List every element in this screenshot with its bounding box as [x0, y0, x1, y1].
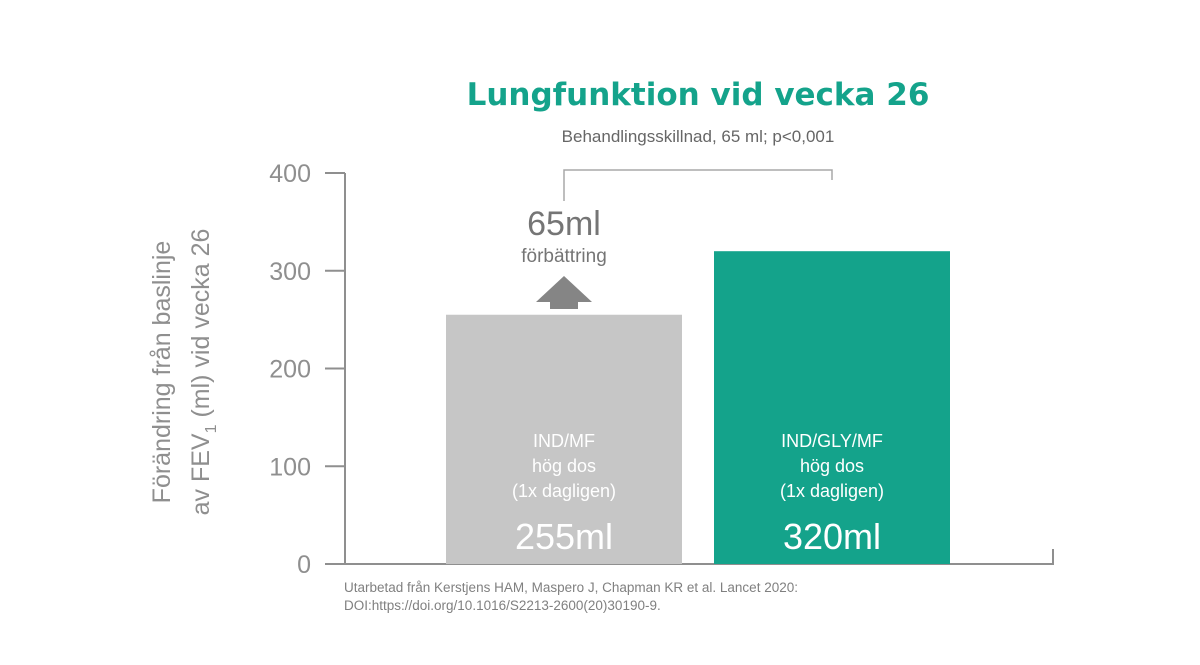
bars: IND/MF hög dos (1x dagligen) 255ml IND/GLY/M… [446, 251, 950, 564]
chart-title: Lungfunktion vid vecka 26 [467, 77, 930, 113]
y-axis-label-line1: Förändring från baslinje [148, 241, 176, 504]
improvement-text: förbättring [521, 246, 607, 267]
bar-value-label: 255ml [515, 516, 613, 557]
bar-label: (1x dagligen) [780, 481, 884, 501]
y-tick-label: 400 [269, 160, 311, 188]
y-tick-label: 200 [269, 356, 311, 384]
y-axis-label: Förändring från baslinje av FEV1 (ml) vi… [148, 229, 220, 516]
bar-label: hög dos [800, 456, 864, 476]
bar-value-label: 320ml [783, 516, 881, 557]
source-line1: Utarbetad från Kerstjens HAM, Maspero J,… [344, 580, 798, 595]
bar [714, 251, 950, 564]
y-tick-label: 300 [269, 258, 311, 286]
bar-label: IND/MF [533, 431, 595, 451]
bar-label: IND/GLY/MF [781, 431, 883, 451]
treatment-difference-bracket [563, 169, 833, 201]
y-axis-label-line2: av FEV1 (ml) vid vecka 26 [187, 229, 220, 516]
improvement-value: 65ml [527, 205, 601, 243]
bar-label: hög dos [532, 456, 596, 476]
source-line2: DOI:https://doi.org/10.1016/S2213-2600(2… [344, 598, 661, 613]
up-arrow-icon [536, 276, 592, 309]
chart-subtitle: Behandlingsskillnad, 65 ml; p<0,001 [562, 127, 835, 146]
y-tick-label: 100 [269, 453, 311, 481]
bar [446, 314, 682, 564]
bar-label: (1x dagligen) [512, 481, 616, 501]
y-axis-ticks: 0 100 200 300 400 [269, 160, 345, 579]
y-tick-label: 0 [297, 551, 311, 579]
